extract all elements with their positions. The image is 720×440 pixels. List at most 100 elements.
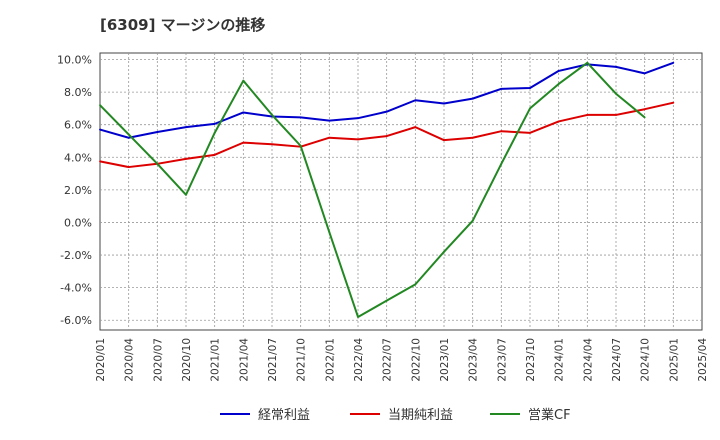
data-point-2 <box>242 79 245 82</box>
data-point-2 <box>643 116 646 119</box>
y-tick-label: -4.0% <box>60 282 92 295</box>
x-tick-label: 2020/01 <box>95 338 107 382</box>
x-tick-label: 2023/07 <box>496 338 508 382</box>
data-point-2 <box>99 104 101 107</box>
data-point-0 <box>127 136 130 139</box>
data-point-1 <box>529 131 531 134</box>
x-tick-label: 2024/04 <box>582 338 594 382</box>
data-point-1 <box>643 108 646 111</box>
data-point-1 <box>357 138 359 141</box>
data-point-1 <box>615 114 617 116</box>
data-point-2 <box>500 162 503 165</box>
legend-label-0: 経常利益 <box>258 408 310 423</box>
x-tick-label: 2022/07 <box>382 338 394 382</box>
y-tick-label: -6.0% <box>60 314 92 327</box>
data-point-1 <box>127 166 130 168</box>
x-tick-label: 2023/10 <box>525 338 537 382</box>
data-point-2 <box>414 283 417 286</box>
data-point-2 <box>213 131 216 134</box>
data-point-0 <box>414 99 417 102</box>
data-point-2 <box>299 144 302 147</box>
data-point-0 <box>156 131 159 133</box>
y-tick-label: 0.0% <box>64 216 92 229</box>
data-point-0 <box>213 122 216 125</box>
x-tick-label: 2021/01 <box>210 338 222 382</box>
data-point-2 <box>557 83 560 85</box>
data-point-0 <box>529 87 531 89</box>
data-point-0 <box>357 117 359 120</box>
y-tick-label: -2.0% <box>60 249 92 262</box>
data-point-2 <box>385 299 388 302</box>
data-point-2 <box>127 133 130 136</box>
data-point-2 <box>529 107 531 110</box>
data-point-2 <box>357 316 359 318</box>
series-layer <box>99 61 675 318</box>
legend-label-1: 当期純利益 <box>388 408 453 423</box>
data-point-2 <box>443 250 445 253</box>
data-point-2 <box>328 231 331 234</box>
y-tick-label: 10.0% <box>57 54 92 67</box>
legend-label-2: 営業CF <box>528 407 571 423</box>
y-tick-label: 6.0% <box>64 119 92 132</box>
data-point-2 <box>156 162 159 165</box>
x-tick-label: 2022/01 <box>324 338 336 382</box>
data-point-2 <box>471 219 474 222</box>
x-tick-label: 2023/01 <box>439 338 451 382</box>
data-point-0 <box>299 116 302 119</box>
data-point-1 <box>557 120 560 123</box>
x-tick-label: 2020/10 <box>181 338 193 382</box>
data-point-2 <box>615 92 617 95</box>
axis-layer: 10.0% 8.0% 6.0% 4.0% 2.0% 0.0% -2.0% -4.0% -6.0%… <box>57 54 709 382</box>
data-point-0 <box>471 97 474 100</box>
data-point-0 <box>99 128 101 131</box>
data-point-0 <box>385 110 388 113</box>
data-point-1 <box>242 141 245 144</box>
x-tick-label: 2021/04 <box>238 338 250 382</box>
data-point-1 <box>586 114 589 116</box>
data-point-0 <box>328 119 331 122</box>
x-tick-label: 2025/01 <box>668 338 680 382</box>
data-point-2 <box>185 193 187 196</box>
data-point-1 <box>414 126 417 129</box>
data-point-1 <box>672 101 675 104</box>
data-point-0 <box>242 111 245 114</box>
x-tick-label: 2021/07 <box>267 338 279 382</box>
legend: 経常利益 当期純利益 営業CF <box>220 407 571 423</box>
y-tick-label: 2.0% <box>64 184 92 197</box>
x-tick-label: 2025/04 <box>697 338 709 382</box>
y-tick-label: 8.0% <box>64 86 92 99</box>
x-tick-label: 2022/10 <box>410 338 422 382</box>
data-point-2 <box>586 61 589 64</box>
x-tick-label: 2020/07 <box>152 338 164 382</box>
data-point-0 <box>672 61 675 64</box>
data-point-1 <box>185 158 187 160</box>
data-point-0 <box>185 126 187 129</box>
data-point-1 <box>500 130 503 133</box>
x-tick-label: 2021/10 <box>296 338 308 382</box>
x-tick-label: 2024/01 <box>554 338 566 382</box>
x-tick-label: 2022/04 <box>353 338 365 382</box>
data-point-0 <box>443 102 445 105</box>
data-point-1 <box>385 135 388 138</box>
data-point-0 <box>615 65 617 68</box>
data-point-1 <box>271 143 273 146</box>
plot-frame <box>99 52 703 331</box>
x-tick-label: 2024/10 <box>640 338 652 382</box>
data-point-0 <box>500 87 503 90</box>
x-tick-label: 2023/04 <box>468 338 480 382</box>
y-tick-label: 4.0% <box>64 151 92 164</box>
data-point-1 <box>328 136 331 139</box>
data-point-1 <box>471 136 474 139</box>
data-point-0 <box>643 72 646 75</box>
data-point-0 <box>557 70 560 72</box>
series-line-2 <box>99 61 646 318</box>
data-point-2 <box>271 114 273 116</box>
chart-title: [6309] マージンの推移 <box>100 16 266 34</box>
data-point-1 <box>443 139 445 142</box>
x-tick-label: 2020/04 <box>124 338 136 382</box>
data-point-1 <box>99 160 101 163</box>
grid-layer <box>99 52 703 331</box>
x-tick-label: 2024/07 <box>611 338 623 382</box>
